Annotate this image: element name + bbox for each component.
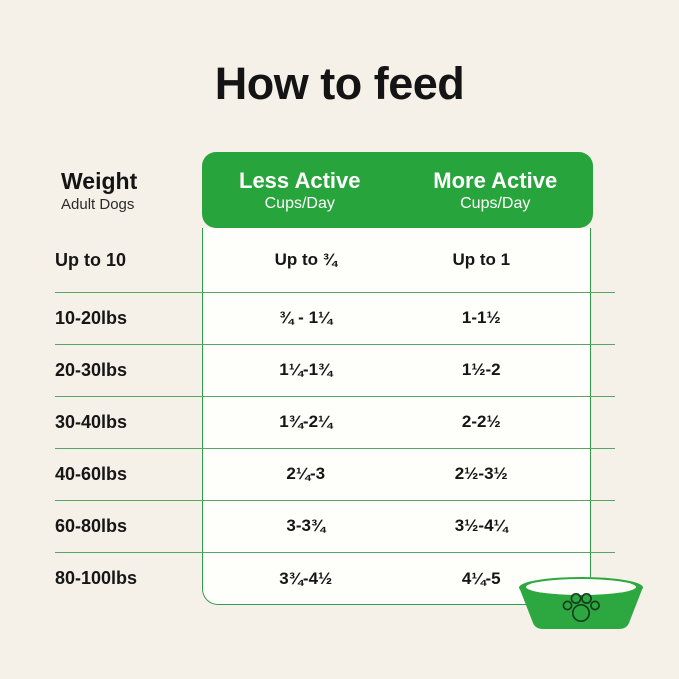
- table-row: 3-3¾ 3½-4¼: [202, 500, 591, 552]
- more-active-label: More Active: [433, 168, 558, 193]
- feeding-values-grid: Up to ¾ Up to 1 ¾ - 1¼ 1-1½ 1¼-1¾ 1½-2 1…: [202, 228, 591, 605]
- less-active-value: 3-3¾: [286, 516, 326, 535]
- table-row: 1¼-1¾ 1½-2: [202, 344, 591, 396]
- table-row: 3¾-4½ 4¼-5: [202, 552, 591, 605]
- less-active-value: 1¼-1¾: [279, 360, 333, 379]
- less-active-column-header: Less Active Cups/Day: [202, 152, 398, 228]
- page-title: How to feed: [214, 58, 465, 109]
- more-active-value: Up to 1: [452, 250, 511, 269]
- weight-header-label: Weight: [61, 168, 138, 194]
- less-active-value: 1¾-2¼: [279, 412, 333, 431]
- row-divider: [55, 344, 615, 345]
- more-active-value: 2½-3½: [454, 464, 508, 483]
- weight-row-label: Up to 10: [55, 249, 127, 270]
- more-active-value: 4¼-5: [461, 568, 501, 588]
- table-row: ¾ - 1¼ 1-1½: [202, 292, 591, 344]
- paw-print-icon: [562, 593, 600, 623]
- weight-row-label: 20-30lbs: [55, 359, 128, 380]
- table-row: 2¼-3 2½-3½: [202, 448, 591, 500]
- more-active-sublabel: Cups/Day: [460, 195, 531, 212]
- row-divider: [55, 292, 615, 293]
- dog-bowl-icon: [517, 575, 645, 631]
- more-active-value: 1-1½: [461, 308, 501, 327]
- weight-header-sublabel: Adult Dogs: [61, 196, 135, 213]
- more-active-value: 2-2½: [461, 412, 501, 431]
- more-active-value: 1½-2: [461, 360, 501, 379]
- activity-columns-header: Less Active Cups/Day More Active Cups/Da…: [202, 152, 593, 228]
- less-active-sublabel: Cups/Day: [264, 195, 335, 212]
- weight-row-label: 30-40lbs: [55, 411, 128, 432]
- weight-labels-column: Up to 10 10-20lbs 20-30lbs 30-40lbs 40-6…: [55, 228, 202, 605]
- less-active-value: ¾ - 1¼: [279, 308, 333, 327]
- table-row: Up to ¾ Up to 1: [202, 228, 591, 292]
- row-divider: [55, 396, 615, 397]
- more-active-column-header: More Active Cups/Day: [398, 152, 594, 228]
- table-row: 1¾-2¼ 2-2½: [202, 396, 591, 448]
- feeding-table-card: [202, 228, 591, 605]
- less-active-value: 3¾-4½: [279, 568, 333, 588]
- weight-column-header: Weight Adult Dogs: [61, 168, 137, 216]
- row-divider: [55, 448, 615, 449]
- weight-row-label: 60-80lbs: [55, 515, 128, 536]
- row-divider: [55, 552, 615, 553]
- weight-row-label: 80-100lbs: [55, 568, 138, 588]
- weight-row-label: 10-20lbs: [55, 307, 128, 328]
- more-active-value: 3½-4¼: [454, 516, 508, 535]
- less-active-value: Up to ¾: [274, 250, 337, 269]
- less-active-value: 2¼-3: [286, 464, 326, 483]
- less-active-label: Less Active: [239, 168, 361, 193]
- weight-row-label: 40-60lbs: [55, 463, 128, 484]
- row-divider: [55, 500, 615, 501]
